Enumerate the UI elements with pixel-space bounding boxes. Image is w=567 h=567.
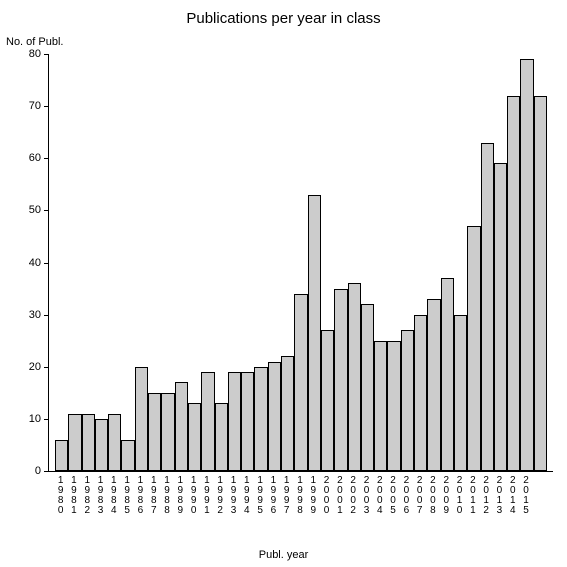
bar	[374, 341, 387, 471]
bar	[481, 143, 494, 471]
bar	[68, 414, 81, 471]
x-tick-label: 1981	[67, 476, 80, 516]
x-tick-label: 1988	[160, 476, 173, 516]
bar	[228, 372, 241, 471]
x-tick-label: 2001	[333, 476, 346, 516]
y-axis-label: No. of Publ.	[6, 36, 63, 48]
bar	[108, 414, 121, 471]
x-tick-label: 1991	[200, 476, 213, 516]
x-tick-label: 1987	[147, 476, 160, 516]
bar	[121, 440, 134, 471]
bar	[520, 59, 533, 471]
bar	[494, 163, 507, 471]
bar	[82, 414, 95, 471]
bar	[361, 304, 374, 471]
y-tick-label: 0	[35, 465, 41, 477]
x-tick-label: 2014	[506, 476, 519, 516]
x-tick-label: 1994	[240, 476, 253, 516]
x-tick-label: 1989	[174, 476, 187, 516]
y-tick-label: 20	[29, 361, 41, 373]
bar	[441, 278, 454, 471]
bar	[281, 356, 294, 471]
x-tick-label: 1985	[120, 476, 133, 516]
y-tick	[44, 471, 49, 472]
x-axis-label: Publ. year	[0, 549, 567, 561]
x-tick-label: 1996	[267, 476, 280, 516]
x-tick-label: 2008	[426, 476, 439, 516]
x-tick-label: 1998	[293, 476, 306, 516]
bar	[414, 315, 427, 471]
bar	[427, 299, 440, 471]
y-tick-label: 40	[29, 257, 41, 269]
y-tick-label: 60	[29, 152, 41, 164]
bar	[55, 440, 68, 471]
bar	[215, 403, 228, 471]
bar	[241, 372, 254, 471]
x-tick-label: 1983	[94, 476, 107, 516]
y-tick	[44, 315, 49, 316]
bar	[308, 195, 321, 471]
x-tick-label: 1999	[307, 476, 320, 516]
chart-container: Publications per year in class No. of Pu…	[0, 0, 567, 567]
bar	[254, 367, 267, 471]
bar	[95, 419, 108, 471]
bar	[161, 393, 174, 471]
x-tick-label: 1995	[253, 476, 266, 516]
bar	[321, 330, 334, 471]
x-tick-label: 1997	[280, 476, 293, 516]
y-tick	[44, 158, 49, 159]
bar	[268, 362, 281, 471]
bar	[534, 96, 547, 471]
x-tick-label: 2011	[466, 476, 479, 516]
bar	[148, 393, 161, 471]
x-tick-label: 2004	[373, 476, 386, 516]
x-tick-label: 2005	[386, 476, 399, 516]
plot-area: 01020304050607080	[48, 54, 553, 472]
x-tick-label: 2002	[347, 476, 360, 516]
bar	[348, 283, 361, 471]
bar	[334, 289, 347, 471]
x-tick-label: 1990	[187, 476, 200, 516]
bar	[454, 315, 467, 471]
x-tick-label: 1986	[134, 476, 147, 516]
bar	[201, 372, 214, 471]
y-tick	[44, 367, 49, 368]
bars-group	[49, 54, 553, 471]
x-tick-label: 2007	[413, 476, 426, 516]
y-tick-label: 10	[29, 413, 41, 425]
y-tick	[44, 210, 49, 211]
x-tick-label: 1984	[107, 476, 120, 516]
y-tick	[44, 263, 49, 264]
y-tick-label: 50	[29, 204, 41, 216]
bar	[188, 403, 201, 471]
y-tick	[44, 54, 49, 55]
x-tick-label: 1980	[54, 476, 67, 516]
x-tick-label: 2003	[360, 476, 373, 516]
bar	[175, 382, 188, 471]
x-tick-label: 2013	[493, 476, 506, 516]
y-tick-label: 80	[29, 48, 41, 60]
x-tick-label: 2006	[400, 476, 413, 516]
x-tick-label: 2010	[453, 476, 466, 516]
y-tick	[44, 106, 49, 107]
bar	[387, 341, 400, 471]
bar	[467, 226, 480, 471]
bar	[135, 367, 148, 471]
x-tick-label: 2009	[440, 476, 453, 516]
x-tick-label: 1992	[214, 476, 227, 516]
y-tick-label: 30	[29, 309, 41, 321]
y-tick	[44, 419, 49, 420]
y-tick-label: 70	[29, 100, 41, 112]
x-tick-label: 1982	[81, 476, 94, 516]
bar	[294, 294, 307, 471]
chart-title: Publications per year in class	[0, 10, 567, 27]
x-tick-label: 2000	[320, 476, 333, 516]
bar	[507, 96, 520, 471]
x-tick-label: 2012	[480, 476, 493, 516]
x-tick-label: 1993	[227, 476, 240, 516]
x-tick-label: 2015	[519, 476, 532, 516]
bar	[401, 330, 414, 471]
